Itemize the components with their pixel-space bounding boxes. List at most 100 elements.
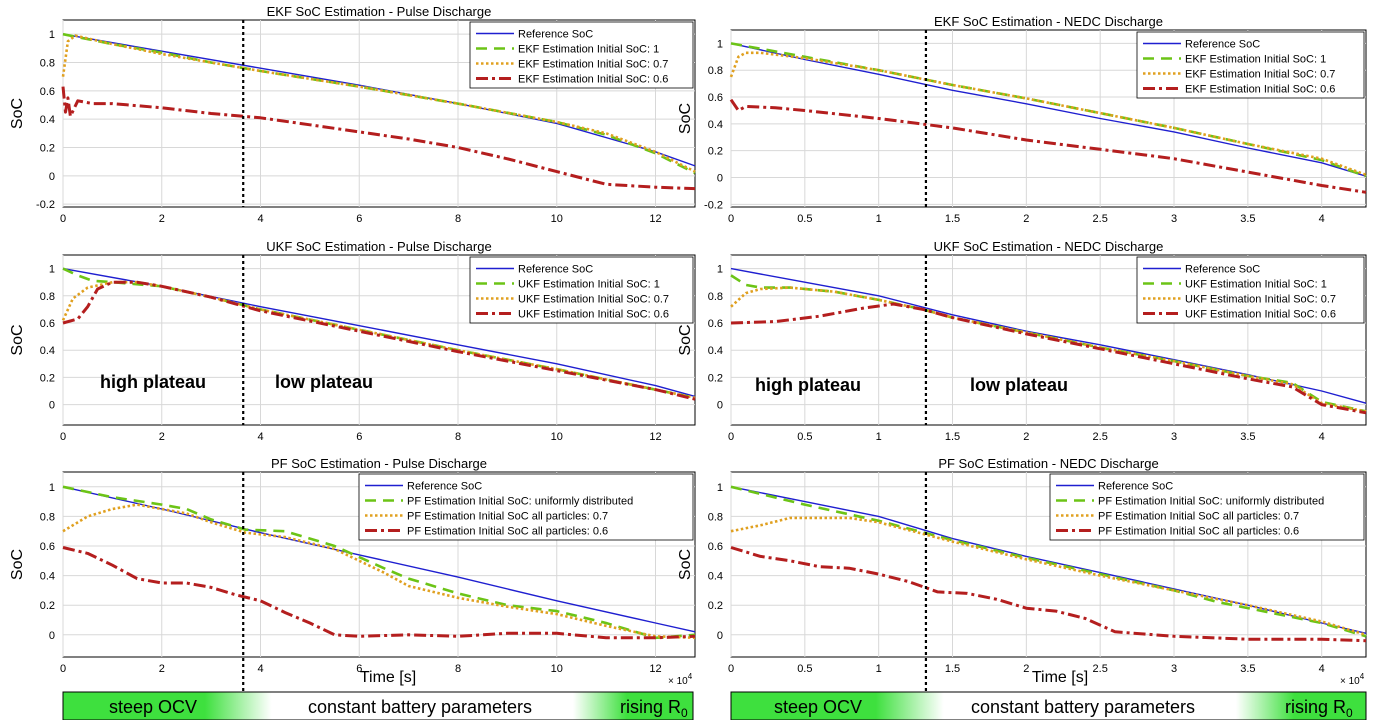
x-tick-label: 2.5 [1093, 213, 1108, 225]
y-tick-label: -0.2 [36, 199, 55, 211]
x-tick-label: 8 [455, 213, 461, 225]
y-tick-label: 0 [49, 630, 55, 642]
y-tick-label: 0 [717, 400, 723, 412]
y-tick-label: 0.2 [40, 372, 55, 384]
x-exponent-right: × 104 [1340, 672, 1365, 687]
series-line [62, 280, 696, 401]
annotation-high-plateau-right: high plateau [755, 375, 861, 395]
bottom-band-left: steep OCV constant battery parameters ri… [62, 691, 694, 720]
x-tick-label: 6 [356, 213, 362, 225]
x-tick-label: 3.5 [1240, 663, 1255, 675]
legend: Reference SoC EKF Estimation Initial SoC:… [1136, 31, 1365, 99]
x-tick-label: 2 [1023, 213, 1029, 225]
x-tick-label: 1.5 [945, 431, 960, 443]
y-axis-label: SoC [677, 549, 694, 580]
x-tick-label: 0 [60, 213, 66, 225]
y-tick-label: 0 [49, 400, 55, 412]
legend-label: EKF Estimation Initial SoC: 0.6 [518, 74, 668, 86]
y-tick-label: 0.2 [708, 146, 723, 158]
y-tick-label: 0.4 [40, 345, 55, 357]
series-line [62, 485, 696, 640]
x-tick-label: 6 [356, 431, 362, 443]
y-tick-label: 1 [49, 29, 55, 41]
legend-label: Reference SoC [518, 264, 593, 276]
series-line [729, 51, 1367, 177]
x-tick-label: 0.5 [797, 663, 812, 675]
y-axis-label: SoC [677, 103, 694, 134]
y-tick-label: 0.2 [708, 372, 723, 384]
x-tick-label: 0.5 [797, 431, 812, 443]
y-tick-label: 0.6 [40, 541, 55, 553]
series-line [62, 503, 696, 640]
legend-label: Reference SoC [1098, 481, 1173, 493]
band-rising-r0-left: rising R0 [620, 697, 688, 720]
x-tick-label: 3 [1171, 663, 1177, 675]
x-tick-label: 4 [257, 431, 263, 443]
legend-label: Reference SoC [407, 481, 482, 493]
y-tick-label: 0.2 [40, 600, 55, 612]
chart-panel: -0.2 0 0.2 0.4 0.6 0.8 1 0 0.5 1 1.5 2 2.5 3 3.5 4 EKF S… [677, 14, 1367, 225]
y-tick-label: 1 [717, 264, 723, 276]
legend: Reference SoC PF Estimation Initial SoC: … [1049, 473, 1365, 541]
x-tick-label: 4 [257, 663, 263, 675]
legend: Reference SoC PF Estimation Initial SoC: … [358, 473, 694, 541]
x-tick-label: 3 [1171, 431, 1177, 443]
y-tick-label: 0.2 [708, 600, 723, 612]
x-tick-label: 0 [728, 431, 734, 443]
y-tick-label: 0.8 [40, 511, 55, 523]
series-line [730, 42, 1367, 177]
annotation-low-plateau-right: low plateau [970, 375, 1068, 395]
x-tick-label: 1 [876, 663, 882, 675]
x-tick-label: 0 [60, 431, 66, 443]
legend-label: UKF Estimation Initial SoC: 1 [1185, 279, 1327, 291]
x-axis-label-right: Time [s] [1032, 669, 1088, 686]
series-line [730, 516, 1367, 637]
chart-title: EKF SoC Estimation - NEDC Discharge [934, 14, 1163, 29]
series-line [62, 546, 696, 640]
x-tick-label: 12 [649, 213, 661, 225]
y-tick-label: 1 [717, 482, 723, 494]
y-axis-label: SoC [9, 98, 26, 129]
x-tick-label: 2 [1023, 431, 1029, 443]
legend-label: Reference SoC [1185, 264, 1260, 276]
legend-label: PF Estimation Initial SoC: uniformly dis… [1098, 496, 1324, 508]
legend-label: Reference SoC [1185, 39, 1260, 51]
legend-label: EKF Estimation Initial SoC: 1 [518, 44, 659, 56]
y-tick-label: 0 [717, 630, 723, 642]
legend-label: EKF Estimation Initial SoC: 1 [1185, 54, 1326, 66]
chart-title: UKF SoC Estimation - Pulse Discharge [266, 239, 491, 254]
x-tick-label: 10 [551, 431, 563, 443]
x-tick-label: 0 [728, 213, 734, 225]
y-tick-label: 0.6 [40, 318, 55, 330]
y-tick-label: 0.8 [40, 58, 55, 70]
legend-label: UKF Estimation Initial SoC: 0.6 [1185, 309, 1336, 321]
x-tick-label: 2.5 [1093, 663, 1108, 675]
x-tick-label: 4 [1319, 431, 1325, 443]
y-axis-label: SoC [9, 324, 26, 355]
x-tick-label: 1.5 [945, 213, 960, 225]
x-tick-label: 2.5 [1093, 431, 1108, 443]
legend-label: PF Estimation Initial SoC: uniformly dis… [407, 496, 633, 508]
legend-label: UKF Estimation Initial SoC: 0.7 [1185, 294, 1336, 306]
y-axis-label: SoC [677, 324, 694, 355]
legend-label: EKF Estimation Initial SoC: 0.7 [1185, 69, 1335, 81]
x-tick-label: 8 [455, 663, 461, 675]
chart-panel: 0 0.2 0.4 0.6 0.8 1 0 0.5 1 1.5 2 2.5 3 3.5 4 PF SoC Es… [677, 456, 1367, 720]
y-tick-label: 0.6 [708, 92, 723, 104]
x-tick-label: 10 [551, 663, 563, 675]
legend-label: PF Estimation Initial SoC all particles:… [1098, 526, 1299, 538]
bottom-band-right: steep OCV constant battery parameters ri… [730, 691, 1367, 720]
annotation-low-plateau-left: low plateau [275, 372, 373, 392]
legend-label: UKF Estimation Initial SoC: 0.6 [518, 309, 669, 321]
series-line [730, 302, 1367, 415]
series-line [730, 546, 1367, 643]
chart-panel: 0 0.2 0.4 0.6 0.8 1 0 0.5 1 1.5 2 2.5 3 3.5 4 UKF SoC E… [677, 239, 1367, 443]
y-tick-label: 0.4 [708, 119, 723, 131]
x-tick-label: 0 [60, 663, 66, 675]
x-tick-label: 2 [1023, 663, 1029, 675]
band-rising-r0-right: rising R0 [1285, 697, 1353, 720]
y-tick-label: 0.6 [708, 318, 723, 330]
x-tick-label: 3.5 [1240, 431, 1255, 443]
